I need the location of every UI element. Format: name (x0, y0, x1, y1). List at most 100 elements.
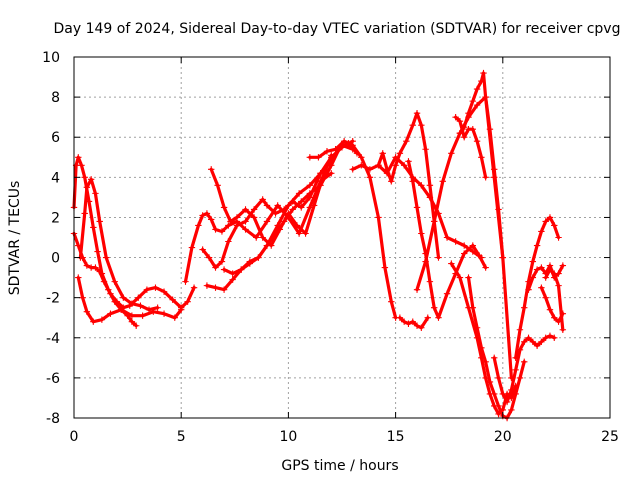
series-line (458, 71, 505, 260)
data-point (538, 284, 545, 291)
data-point (349, 142, 356, 149)
x-tick-label: 10 (279, 429, 297, 445)
data-point (137, 302, 144, 309)
data-point (160, 310, 168, 317)
data-point (400, 162, 408, 169)
data-point (418, 121, 425, 129)
data-point (396, 150, 404, 157)
series-arc-04 (75, 274, 185, 325)
data-point (128, 300, 136, 307)
data-point (233, 222, 241, 229)
data-point (111, 298, 118, 305)
x-tick-label: 20 (494, 429, 512, 445)
data-point (491, 166, 498, 173)
data-point (388, 298, 395, 305)
data-point (443, 234, 451, 241)
data-point (551, 334, 558, 341)
data-point (516, 374, 524, 382)
series-arc-10 (306, 138, 399, 321)
data-point (375, 162, 382, 169)
data-point (178, 306, 185, 313)
data-point (512, 390, 519, 398)
data-point (529, 258, 537, 265)
data-point (218, 228, 226, 235)
data-point (491, 354, 498, 362)
data-point (220, 204, 228, 211)
data-point (253, 234, 260, 241)
data-point (452, 238, 459, 245)
data-point (182, 278, 189, 285)
data-point (525, 334, 532, 341)
data-point (495, 402, 502, 410)
data-point (461, 123, 468, 131)
data-point (538, 264, 545, 271)
data-point (105, 286, 112, 293)
data-point (435, 254, 442, 261)
series-line (209, 153, 333, 248)
data-point (366, 166, 374, 173)
data-point (473, 138, 481, 145)
data-point (430, 304, 438, 311)
data-point (184, 298, 191, 305)
data-point (533, 266, 541, 273)
data-point (551, 314, 558, 321)
data-point (486, 378, 494, 386)
data-point (315, 154, 322, 161)
data-point (160, 288, 168, 295)
data-point (212, 284, 219, 291)
data-point (551, 270, 558, 277)
data-point (306, 182, 314, 189)
data-point (480, 69, 487, 77)
series-arc-17 (456, 69, 506, 261)
series-line (72, 231, 196, 310)
axis-ticks (73, 56, 611, 419)
series-line (351, 155, 483, 260)
data-point (332, 146, 339, 153)
data-point (542, 334, 549, 341)
data-point (250, 206, 258, 213)
data-point (482, 358, 489, 366)
data-point (546, 306, 554, 313)
x-tick-label: 25 (601, 429, 619, 445)
data-point (478, 154, 485, 161)
data-point (111, 278, 118, 285)
data-point (512, 354, 519, 362)
data-point (358, 162, 365, 169)
data-point (521, 304, 528, 311)
data-point (285, 202, 292, 209)
series-line (466, 276, 526, 420)
data-point (379, 150, 386, 157)
data-point (199, 212, 206, 219)
series-arc-06 (208, 152, 335, 249)
data-point (102, 254, 110, 261)
data-point (75, 274, 82, 281)
data-point (375, 214, 382, 221)
data-point (107, 310, 114, 317)
data-point (212, 226, 219, 233)
data-point (465, 274, 472, 281)
data-point (310, 202, 318, 209)
data-point (272, 230, 279, 237)
data-point (298, 198, 305, 205)
data-point (499, 390, 506, 398)
plot-frame (73, 56, 611, 419)
data-point (90, 318, 97, 325)
data-point (358, 154, 365, 161)
data-point (132, 322, 140, 329)
data-point (495, 374, 502, 382)
data-point (302, 230, 309, 237)
data-point (461, 134, 468, 141)
data-point (473, 85, 481, 93)
data-point (81, 174, 88, 181)
data-point (218, 258, 226, 265)
data-point (349, 166, 356, 173)
data-point (396, 314, 404, 321)
y-tick-label: 0 (51, 251, 60, 267)
data-point (328, 170, 335, 177)
data-point (238, 266, 245, 273)
data-point (491, 390, 498, 398)
data-point (98, 316, 106, 323)
data-point (486, 126, 494, 133)
chart-title: Day 149 of 2024, Sidereal Day-to-day VTE… (54, 21, 621, 37)
data-point (293, 222, 301, 229)
